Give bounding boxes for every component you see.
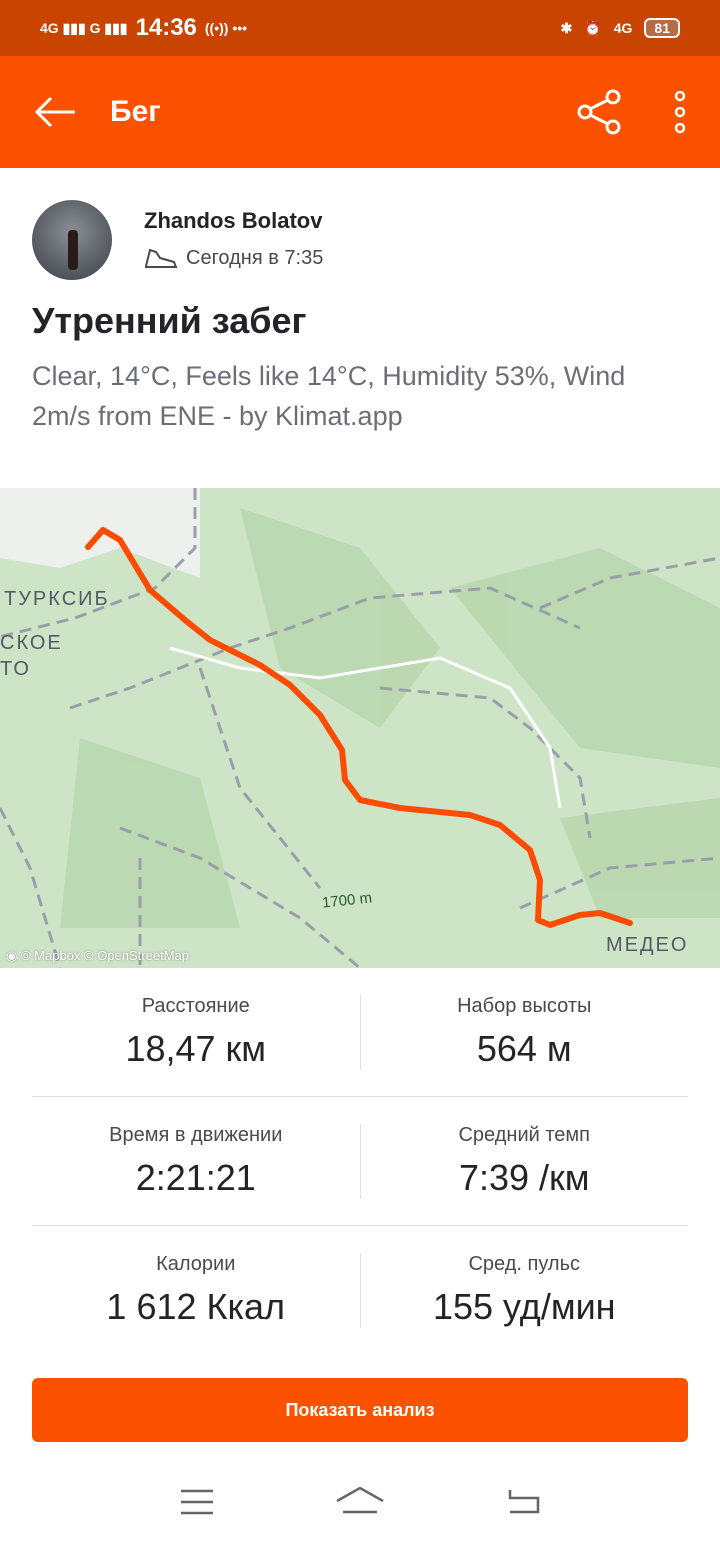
system-nav-bar <box>0 1460 720 1544</box>
stat-value: 18,47 км <box>125 1027 267 1069</box>
stat-distance: Расстояние 18,47 км <box>32 995 360 1070</box>
stat-value: 1 612 Ккал <box>106 1286 286 1327</box>
battery-icon: 81 <box>644 18 680 38</box>
activity-time: Сегодня в 7:35 <box>186 246 324 269</box>
stats-row: Расстояние 18,47 км Набор высоты 564 м <box>32 968 688 1097</box>
menu-icon[interactable] <box>180 1488 214 1516</box>
stat-value: 7:39 /км <box>458 1156 590 1198</box>
stat-label: Расстояние <box>141 994 250 1017</box>
share-button[interactable] <box>560 89 640 135</box>
stat-label: Время в движении <box>109 1123 283 1146</box>
page-title: Бег <box>110 95 161 128</box>
stats-grid: Расстояние 18,47 км Набор высоты 564 м Вре… <box>32 968 688 1355</box>
hotspot-icon: ((•)) <box>204 20 229 36</box>
bluetooth-icon: ✱ <box>560 19 573 36</box>
map-label: СКОЕ <box>0 632 63 654</box>
alarm-icon: ⏰ <box>584 19 602 36</box>
more-options-button[interactable] <box>640 90 720 134</box>
map-label: ТУРКСИБ <box>4 588 110 610</box>
stats-row: Время в движении 2:21:21 Средний темп 7:39… <box>32 1097 688 1226</box>
map-attribution[interactable]: ◉ © Mapbox © OpenStreetMap <box>6 948 189 964</box>
activity-title: Утренний забег <box>32 300 307 341</box>
route-line <box>85 527 633 928</box>
stat-pace: Средний темп 7:39 /км <box>359 1123 689 1199</box>
attribution-text: © Mapbox © OpenStreetMap <box>20 948 189 963</box>
more-vertical-icon <box>674 90 686 134</box>
clock: 14:36 <box>135 14 197 41</box>
map-canvas <box>0 488 720 968</box>
shoe-icon <box>145 248 178 268</box>
signal-4g: 4G <box>40 20 59 36</box>
stat-label: Средний темп <box>458 1123 590 1146</box>
more-notifications-icon: ••• <box>232 20 248 36</box>
signal-g: G <box>89 20 101 36</box>
stat-elevation: Набор высоты 564 м <box>359 994 689 1070</box>
route-map[interactable]: ТУРКСИБ СКОЕ ТО 1700 m МЕДЕО ◉ © Mapbox … <box>0 488 720 968</box>
activity-description: Clear, 14°C, Feels like 14°C, Humidity 5… <box>32 361 626 431</box>
map-label: МЕДЕО <box>606 934 689 956</box>
stats-row: Калории 1 612 Ккал Сред. пульс 155 уд/мин <box>32 1226 688 1355</box>
network-type: 4G <box>613 20 633 36</box>
map-label: ТО <box>0 658 31 680</box>
stat-label: Набор высоты <box>457 994 592 1017</box>
stat-heart-rate: Сред. пульс 155 уд/мин <box>359 1253 689 1328</box>
avatar[interactable] <box>32 200 112 280</box>
stat-moving-time: Время в движении 2:21:21 <box>32 1124 360 1199</box>
arrow-left-icon <box>34 96 75 128</box>
stat-label: Сред. пульс <box>468 1253 580 1275</box>
back-button[interactable] <box>0 96 110 128</box>
stat-value: 2:21:21 <box>135 1156 256 1198</box>
show-analysis-button[interactable]: Показать анализ <box>32 1378 688 1442</box>
athlete-name[interactable]: Zhandos Bolatov <box>144 208 323 233</box>
activity-header: Zhandos Bolatov Сегодня в 7:35 <box>0 168 720 280</box>
mapbox-logo-icon: ◉ <box>6 948 18 963</box>
home-icon[interactable] <box>335 1485 385 1519</box>
status-bar: 4G ▮▮▮ G ▮▮▮ 14:36 ((•)) ••• ✱ ⏰ 4G 81 <box>0 0 720 56</box>
back-nav-icon[interactable] <box>506 1488 540 1516</box>
stat-value: 564 м <box>476 1027 572 1069</box>
stat-calories: Калории 1 612 Ккал <box>32 1253 360 1328</box>
share-icon <box>577 89 621 135</box>
stat-value: 155 уд/мин <box>432 1286 616 1327</box>
stat-label: Калории <box>156 1253 236 1275</box>
app-bar: Бег <box>0 56 720 168</box>
